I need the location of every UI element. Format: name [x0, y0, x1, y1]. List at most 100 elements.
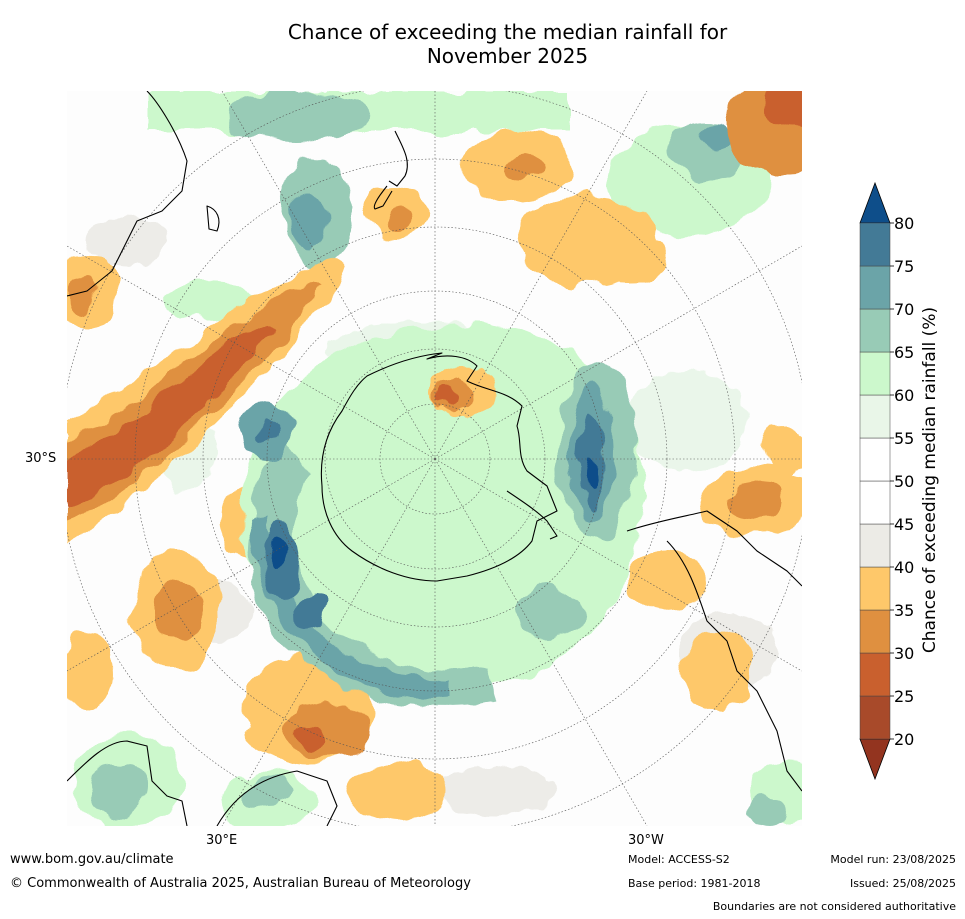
green-blob-top-7: [157, 281, 257, 321]
dry-sw-7: [67, 631, 112, 711]
dry-ne-6: [383, 204, 411, 228]
dry-sw-5: [297, 724, 327, 748]
madagascar: [206, 205, 220, 232]
graticule: [67, 91, 802, 826]
dry-band-west: [67, 251, 347, 541]
colorbar-segment: [859, 265, 891, 310]
colorbar-tick-label: 25: [894, 687, 914, 706]
dry-sw-2: [155, 581, 199, 641]
colorbar-svg: 20 25 30 35 40 45 50 55 60 65 70 75 80: [859, 181, 914, 781]
coastlines: [67, 91, 802, 826]
colorbar-tick-label: 65: [894, 343, 914, 362]
south-america-coast-2: [666, 540, 802, 792]
dry-ne-8: [767, 91, 802, 131]
dry-e-2: [727, 483, 787, 519]
green-blob-top-6: [701, 122, 733, 150]
meridian-150e: [221, 91, 436, 460]
colorbar-tick-label: 20: [894, 730, 914, 749]
meridian-120e: [67, 245, 436, 460]
wet-sw-2: [87, 766, 147, 816]
lon-label-30w: 30°W: [628, 833, 664, 848]
footer-model: Model: ACCESS-S2: [628, 853, 730, 866]
green-band-north: [147, 91, 767, 321]
colorbar-tick-label: 40: [894, 558, 914, 577]
colorbar-segment: [859, 566, 891, 611]
wet-ring: [241, 323, 643, 706]
dry-band-east: [627, 426, 802, 826]
title-line-1: Chance of exceeding the median rainfall …: [287, 20, 728, 44]
rainfall-map: [67, 91, 802, 826]
wet-ring-e-peak: [586, 453, 598, 489]
meridian-150w: [434, 91, 648, 460]
footer-model-run: Model run: 23/08/2025: [830, 853, 956, 866]
green-blob-top-1: [227, 91, 367, 141]
title-line-2: November 2025: [426, 44, 589, 68]
colorbar-segment: [859, 222, 891, 267]
dry-ne-4: [507, 154, 547, 178]
colorbar-segment: [859, 308, 891, 353]
dry-ant-3: [437, 388, 457, 404]
dry-patch-antarctica: [427, 366, 497, 416]
meridian-30e: [221, 458, 436, 826]
footer-base-period: Base period: 1981-2018: [628, 877, 761, 890]
colorbar-segment: [859, 437, 891, 482]
colorbar-over-arrow: [859, 181, 891, 224]
dry-ne-3: [587, 231, 667, 281]
colorbar-tick-label: 55: [894, 429, 914, 448]
lat-circle-70: [324, 348, 546, 570]
colorbar-segment: [859, 480, 891, 525]
footer-disclaimer: Boundaries are not considered authoritat…: [712, 900, 956, 913]
colorbar-segment: [859, 652, 891, 697]
wet-ring-w-core: [257, 419, 277, 443]
colorbar-segment: [859, 695, 891, 740]
wet-ring-s: [297, 591, 327, 631]
wet-ring-sw: [247, 516, 447, 697]
dry-e-5: [762, 426, 802, 476]
wet-patch-southwest: [72, 736, 317, 826]
colorbar-label: Chance of exceeding median rainfall (%): [920, 306, 940, 654]
new-zealand-south: [373, 185, 393, 210]
colorbar-segment: [859, 351, 891, 396]
wet-ring-sw-peak: [269, 535, 285, 567]
lon-label-30e: 30°E: [206, 833, 238, 848]
meridian-60w: [434, 458, 802, 672]
colorbar-tick-label: 75: [894, 257, 914, 276]
footer-issued: Issued: 25/08/2025: [849, 877, 956, 890]
dry-e-3: [627, 551, 707, 611]
speckle-8: [437, 766, 557, 816]
new-zealand-north: [388, 130, 408, 187]
green-blob-top-3: [289, 191, 325, 251]
lat-label-30s: 30°S: [25, 451, 57, 466]
colorbar-tick-label: 45: [894, 515, 914, 534]
dry-sw-6: [347, 761, 447, 821]
colorbar: 20 25 30 35 40 45 50 55 60 65 70 75 80: [855, 180, 965, 790]
colorbar-tick-label: 80: [894, 214, 914, 233]
speckle-5: [627, 371, 747, 471]
africa-coast: [67, 91, 188, 297]
chart-title: Chance of exceeding the median rainfall …: [0, 20, 965, 68]
dry-west-left-2: [68, 278, 96, 314]
antarctic-peninsula: [506, 490, 558, 540]
colorbar-tick-label: 70: [894, 300, 914, 319]
colorbar-tick-label: 60: [894, 386, 914, 405]
australia-coast: [67, 740, 188, 826]
footer-website[interactable]: www.bom.gov.au/climate: [10, 852, 174, 867]
dry-e-7: [747, 796, 787, 826]
wet-sw-4: [242, 776, 292, 806]
colorbar-segment: [859, 609, 891, 654]
australia-coast-2: [216, 770, 338, 826]
wet-ring-se: [512, 586, 582, 636]
colorbar-tick-label: 50: [894, 472, 914, 491]
meridian-120w: [434, 245, 802, 460]
south-america-coast: [626, 510, 802, 587]
footer-copyright: © Commonwealth of Australia 2025, Austra…: [10, 876, 471, 891]
dry-e-4: [682, 631, 752, 711]
colorbar-under-arrow: [859, 738, 891, 781]
map-svg: [67, 91, 802, 826]
colorbar-segment: [859, 394, 891, 439]
colorbar-segment: [859, 523, 891, 568]
dry-band-northeast: [367, 91, 802, 286]
colorbar-tick-label: 30: [894, 644, 914, 663]
dry-west-core: [67, 325, 272, 506]
meridian-30w: [434, 458, 648, 826]
